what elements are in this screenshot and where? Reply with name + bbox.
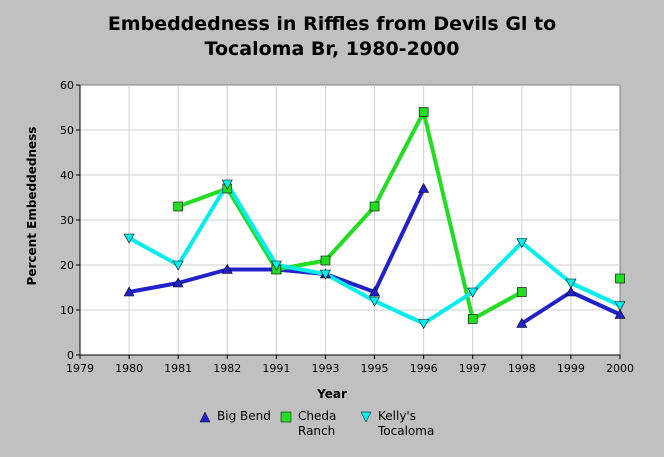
legend-label-kellys-tocaloma: Kelly's Tocaloma: [378, 409, 435, 438]
series-line-cheda-ranch: [177, 110, 523, 321]
chart-title-line-2: Tocaloma Br, 1980-2000: [204, 38, 460, 60]
data-point-big-bend: [614, 308, 626, 319]
data-point-big-bend: [172, 277, 184, 288]
y-tick-label: 60: [60, 79, 74, 92]
data-point-cheda-ranch: [369, 201, 380, 212]
x-tick-label: 1993: [311, 362, 339, 375]
data-point-kelly-s-tocaloma: [221, 179, 233, 190]
legend-marker-triangle-up: [199, 411, 211, 423]
y-tick-label: 0: [67, 349, 74, 362]
data-point-kelly-s-tocaloma: [319, 269, 331, 280]
x-tick-label: 1981: [164, 362, 192, 375]
data-point-kelly-s-tocaloma: [614, 301, 626, 312]
data-point-kelly-s-tocaloma: [418, 319, 430, 330]
y-tick-label: 50: [60, 124, 74, 137]
data-point-big-bend: [221, 263, 233, 274]
legend-marker-square: [280, 411, 292, 423]
y-axis-label: Percent Embeddedness: [25, 126, 39, 286]
data-point-big-bend: [516, 317, 528, 328]
chart-title-line-1: Embeddedness in Riffles from Devils Gl t…: [107, 13, 557, 35]
data-point-cheda-ranch: [615, 273, 625, 284]
legend-label-cheda-ranch: Cheda Ranch: [298, 409, 337, 438]
data-point-big-bend: [565, 286, 577, 297]
data-point-kelly-s-tocaloma: [467, 287, 479, 298]
y-tick-label: 30: [60, 214, 74, 227]
chart-title: Embeddedness in Riffles from Devils Gl t…: [0, 12, 664, 62]
y-tick-label: 20: [60, 259, 74, 272]
x-tick-label: 1982: [213, 362, 241, 375]
x-axis-label: Year: [317, 387, 347, 401]
legend-label-big-bend: Big Bend: [217, 409, 271, 423]
data-point-big-bend: [369, 286, 381, 297]
y-tick-label: 10: [60, 304, 74, 317]
data-point-kelly-s-tocaloma: [172, 260, 184, 271]
legend-item-big-bend: Big Bend: [199, 409, 287, 424]
data-point-kelly-s-tocaloma: [369, 296, 381, 307]
x-tick-label: 2000: [606, 362, 634, 375]
data-point-cheda-ranch: [418, 107, 429, 117]
legend-item-cheda-ranch: Cheda Ranch: [280, 409, 368, 439]
data-point-big-bend: [123, 286, 135, 297]
data-point-kelly-s-tocaloma: [123, 233, 135, 244]
data-point-cheda-ranch: [517, 287, 527, 297]
data-point-kelly-s-tocaloma: [565, 278, 577, 289]
data-point-cheda-ranch: [173, 201, 183, 212]
data-point-cheda-ranch: [467, 314, 478, 324]
data-point-big-bend: [418, 182, 430, 193]
data-point-kelly-s-tocaloma: [270, 260, 282, 271]
x-tick-label: 1998: [508, 362, 536, 375]
data-point-cheda-ranch: [320, 255, 331, 266]
x-tick-label: 1980: [115, 362, 143, 375]
x-tick-label: 1999: [557, 362, 585, 375]
x-tick-label: 1997: [459, 362, 487, 375]
legend-marker-triangle-down: [360, 411, 372, 423]
x-tick-label: 1995: [361, 362, 389, 375]
data-point-kelly-s-tocaloma: [516, 238, 528, 249]
x-tick-label: 1979: [66, 362, 94, 375]
x-tick-label: 1996: [410, 362, 438, 375]
y-tick-label: 40: [60, 169, 74, 182]
legend-item-kellys-tocaloma: Kelly's Tocaloma: [360, 409, 448, 439]
x-tick-label: 1991: [262, 362, 290, 375]
